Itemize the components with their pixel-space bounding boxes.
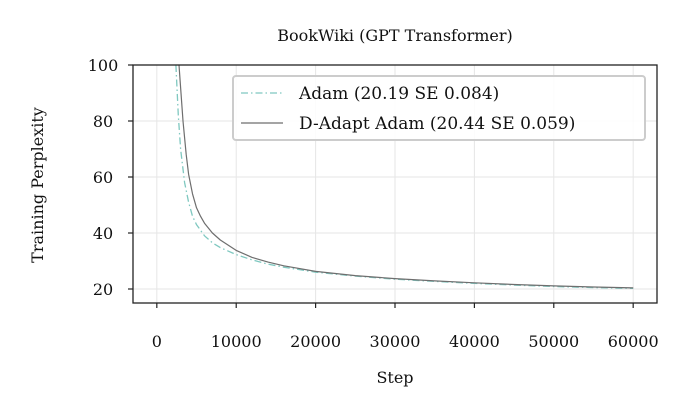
x-tick-label: 10000 [211, 332, 262, 351]
x-axis-label: Step [376, 368, 413, 387]
x-tick-label: 20000 [290, 332, 341, 351]
x-tick-label: 30000 [370, 332, 421, 351]
y-axis-label: Training Perplexity [28, 107, 47, 263]
plot-lines [175, 65, 634, 290]
y-tick-label: 80 [93, 112, 113, 131]
y-tick-label: 100 [88, 56, 119, 75]
legend-box [232, 75, 646, 141]
chart-title: BookWiki (GPT Transformer) [277, 26, 513, 45]
series-line-1 [178, 65, 634, 289]
x-tick-label: 60000 [608, 332, 659, 351]
y-tick-label: 40 [93, 224, 113, 243]
legend-label-0: Adam (20.19 SE 0.084) [298, 84, 499, 104]
x-tick-label: 0 [152, 332, 162, 351]
x-tick-label: 40000 [449, 332, 500, 351]
ticks: 0 10000 20000 30000 40000 50000 60000 20 40 60 80 1… [88, 56, 659, 351]
legend: Adam (20.19 SE 0.084) D-Adapt Adam (20.44… [232, 75, 646, 141]
x-tick-label: 50000 [528, 332, 579, 351]
legend-label-1: D-Adapt Adam (20.44 SE 0.059) [299, 114, 575, 134]
y-tick-label: 20 [93, 280, 113, 299]
y-tick-label: 60 [93, 168, 113, 187]
